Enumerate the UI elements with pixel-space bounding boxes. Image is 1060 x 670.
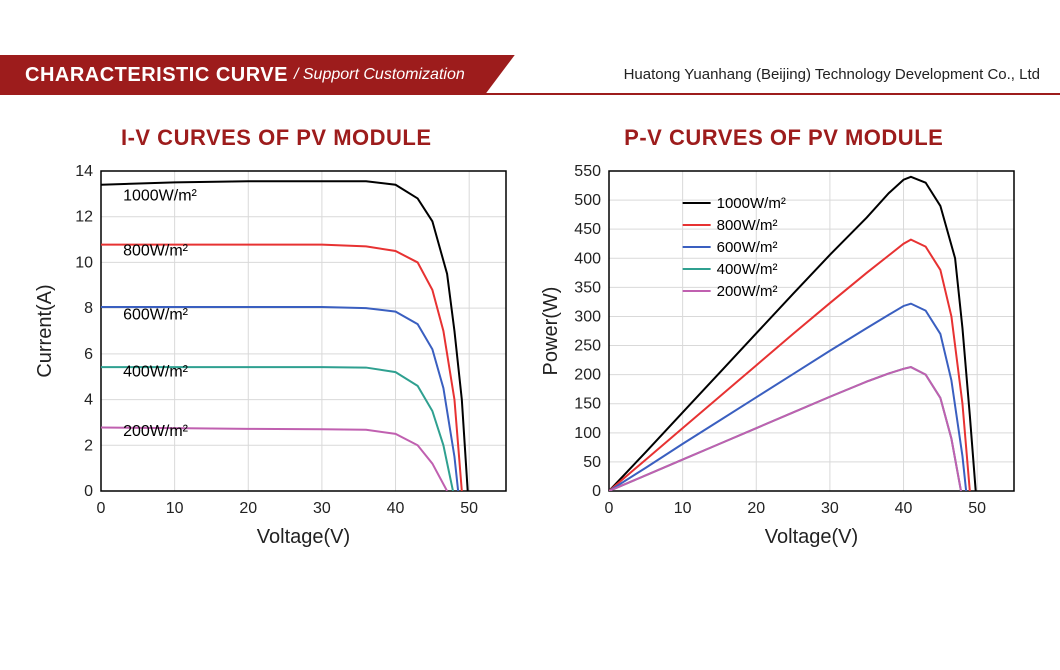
svg-text:400: 400 — [574, 250, 601, 267]
svg-text:600W/m²: 600W/m² — [716, 239, 777, 256]
svg-text:30: 30 — [313, 500, 331, 517]
svg-text:500: 500 — [574, 192, 601, 209]
svg-text:4: 4 — [84, 392, 93, 409]
svg-text:400W/m²: 400W/m² — [716, 261, 777, 278]
svg-text:350: 350 — [574, 279, 601, 296]
svg-text:1000W/m²: 1000W/m² — [716, 195, 785, 212]
svg-text:800W/m²: 800W/m² — [716, 217, 777, 234]
svg-text:8: 8 — [84, 300, 93, 317]
iv-chart-title: I-V CURVES OF PV MODULE — [121, 125, 432, 151]
header-bar: CHARACTERISTIC CURVE / Support Customiza… — [0, 55, 1060, 95]
svg-text:10: 10 — [166, 500, 184, 517]
header-company: Huatong Yuanhang (Beijing) Technology De… — [624, 55, 1040, 95]
svg-text:12: 12 — [75, 209, 93, 226]
svg-text:0: 0 — [604, 500, 613, 517]
svg-text:10: 10 — [75, 254, 93, 271]
svg-text:20: 20 — [747, 500, 765, 517]
pv-chart: 0102030405005010015020025030035040045050… — [539, 161, 1029, 551]
svg-text:450: 450 — [574, 221, 601, 238]
svg-text:Current(A): Current(A) — [34, 284, 56, 377]
svg-text:Power(W): Power(W) — [540, 287, 562, 376]
svg-text:600W/m²: 600W/m² — [123, 307, 189, 324]
svg-text:50: 50 — [583, 454, 601, 471]
svg-text:400W/m²: 400W/m² — [123, 364, 189, 381]
svg-text:2: 2 — [84, 437, 93, 454]
svg-text:20: 20 — [240, 500, 258, 517]
svg-text:1000W/m²: 1000W/m² — [123, 188, 197, 205]
svg-text:Voltage(V): Voltage(V) — [257, 526, 350, 548]
svg-text:300: 300 — [574, 308, 601, 325]
svg-text:30: 30 — [821, 500, 839, 517]
svg-text:200: 200 — [574, 367, 601, 384]
charts-row: I-V CURVES OF PV MODULE 0102030405002468… — [0, 95, 1060, 551]
svg-text:14: 14 — [75, 163, 93, 180]
pv-chart-title: P-V CURVES OF PV MODULE — [624, 125, 943, 151]
svg-text:200W/m²: 200W/m² — [716, 283, 777, 300]
iv-chart: 0 10 20 30 40 50 0 2 4 6 8 10 12 14 Voltage(V) Current(… — [31, 161, 521, 551]
header-title-main: CHARACTERISTIC CURVE — [25, 64, 288, 87]
svg-text:6: 6 — [84, 346, 93, 363]
svg-text:200W/m²: 200W/m² — [123, 423, 189, 440]
header-ribbon: CHARACTERISTIC CURVE / Support Customiza… — [0, 55, 515, 95]
svg-text:0: 0 — [97, 500, 106, 517]
pv-chart-column: P-V CURVES OF PV MODULE 0102030405005010… — [538, 125, 1031, 551]
svg-text:550: 550 — [574, 163, 601, 180]
header-title-sub: / Support Customization — [294, 66, 465, 84]
svg-text:50: 50 — [461, 500, 479, 517]
svg-text:250: 250 — [574, 338, 601, 355]
svg-text:100: 100 — [574, 425, 601, 442]
svg-text:800W/m²: 800W/m² — [123, 243, 189, 260]
svg-text:150: 150 — [574, 396, 601, 413]
iv-chart-column: I-V CURVES OF PV MODULE 0 10 20 30 40 50 0 2 4 6 8… — [30, 125, 523, 551]
svg-text:40: 40 — [387, 500, 405, 517]
svg-text:40: 40 — [894, 500, 912, 517]
svg-text:10: 10 — [673, 500, 691, 517]
svg-text:Voltage(V): Voltage(V) — [765, 526, 858, 548]
svg-text:0: 0 — [84, 483, 93, 500]
svg-text:0: 0 — [592, 483, 601, 500]
svg-text:50: 50 — [968, 500, 986, 517]
